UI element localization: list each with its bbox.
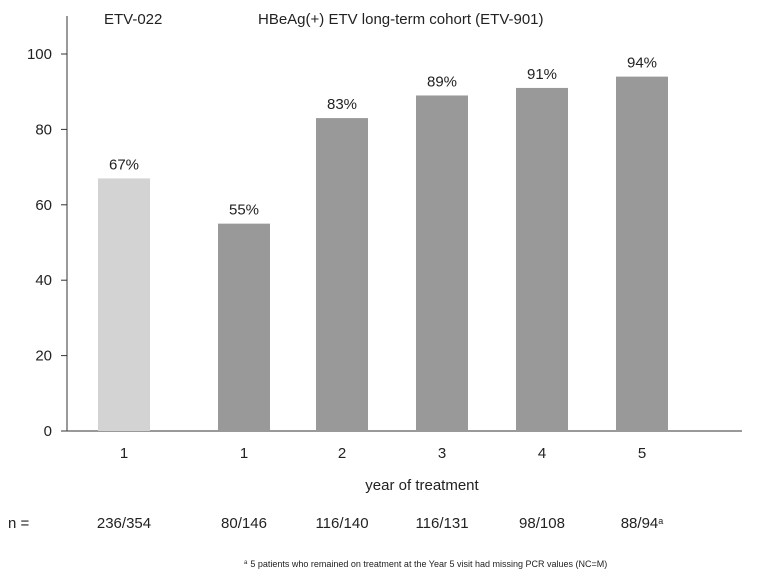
n-values: 236/354 80/146 116/140 116/131 98/108 88/94a: [97, 515, 663, 532]
y-tick-label: 80: [35, 121, 52, 138]
n-value: 88/94a: [621, 515, 664, 532]
n-value: 80/146: [221, 515, 267, 532]
n-row-label: n =: [8, 515, 30, 532]
value-labels: 67% 55% 83% 89% 91% 94%: [109, 55, 657, 219]
n-value: 116/140: [315, 515, 368, 532]
x-tick-label: 1: [240, 445, 248, 462]
value-label: 89%: [427, 73, 457, 90]
bar-2: [218, 223, 270, 431]
bars: [98, 76, 668, 432]
header-right: HBeAg(+) ETV long-term cohort (ETV-901): [258, 11, 544, 28]
n-value-superscript: a: [658, 516, 663, 526]
x-tick-label: 5: [638, 445, 646, 462]
value-label: 91%: [527, 66, 557, 83]
footnote-marker: a: [244, 560, 248, 566]
x-tick-labels: 1 1 2 3 4 5: [120, 445, 646, 462]
bar-1: [98, 178, 150, 431]
y-tick-label: 20: [35, 348, 52, 365]
x-tick-label: 3: [438, 445, 446, 462]
n-value: 236/354: [97, 515, 151, 532]
y-ticks: 0 20 40 60 80 100: [27, 46, 67, 440]
x-tick-label: 2: [338, 445, 346, 462]
footnote-text: 5 patients who remained on treatment at …: [250, 559, 607, 569]
y-tick-label: 60: [35, 197, 52, 214]
x-tick-label: 1: [120, 445, 128, 462]
n-value: 116/131: [415, 515, 468, 532]
value-label: 94%: [627, 55, 657, 72]
bar-3: [316, 118, 368, 431]
y-tick-label: 100: [27, 46, 52, 63]
bar-6: [616, 76, 668, 432]
n-value: 98/108: [519, 515, 565, 532]
y-tick-label: 40: [35, 272, 52, 289]
value-label: 55%: [229, 202, 259, 219]
n-value-text: 116/140: [315, 515, 368, 532]
bar-5: [516, 87, 568, 432]
n-value-text: 236/354: [97, 515, 151, 532]
n-value-text: 116/131: [415, 515, 468, 532]
n-value-text: 80/146: [221, 515, 267, 532]
x-tick-label: 4: [538, 445, 546, 462]
y-tick-label: 0: [44, 423, 52, 440]
n-value-text: 98/108: [519, 515, 565, 532]
value-label: 67%: [109, 156, 139, 173]
bar-4: [416, 95, 468, 431]
value-label: 83%: [327, 96, 357, 113]
n-value-text: 88/94: [621, 515, 659, 532]
x-axis-title: year of treatment: [365, 477, 479, 494]
header-left: ETV-022: [104, 11, 162, 28]
